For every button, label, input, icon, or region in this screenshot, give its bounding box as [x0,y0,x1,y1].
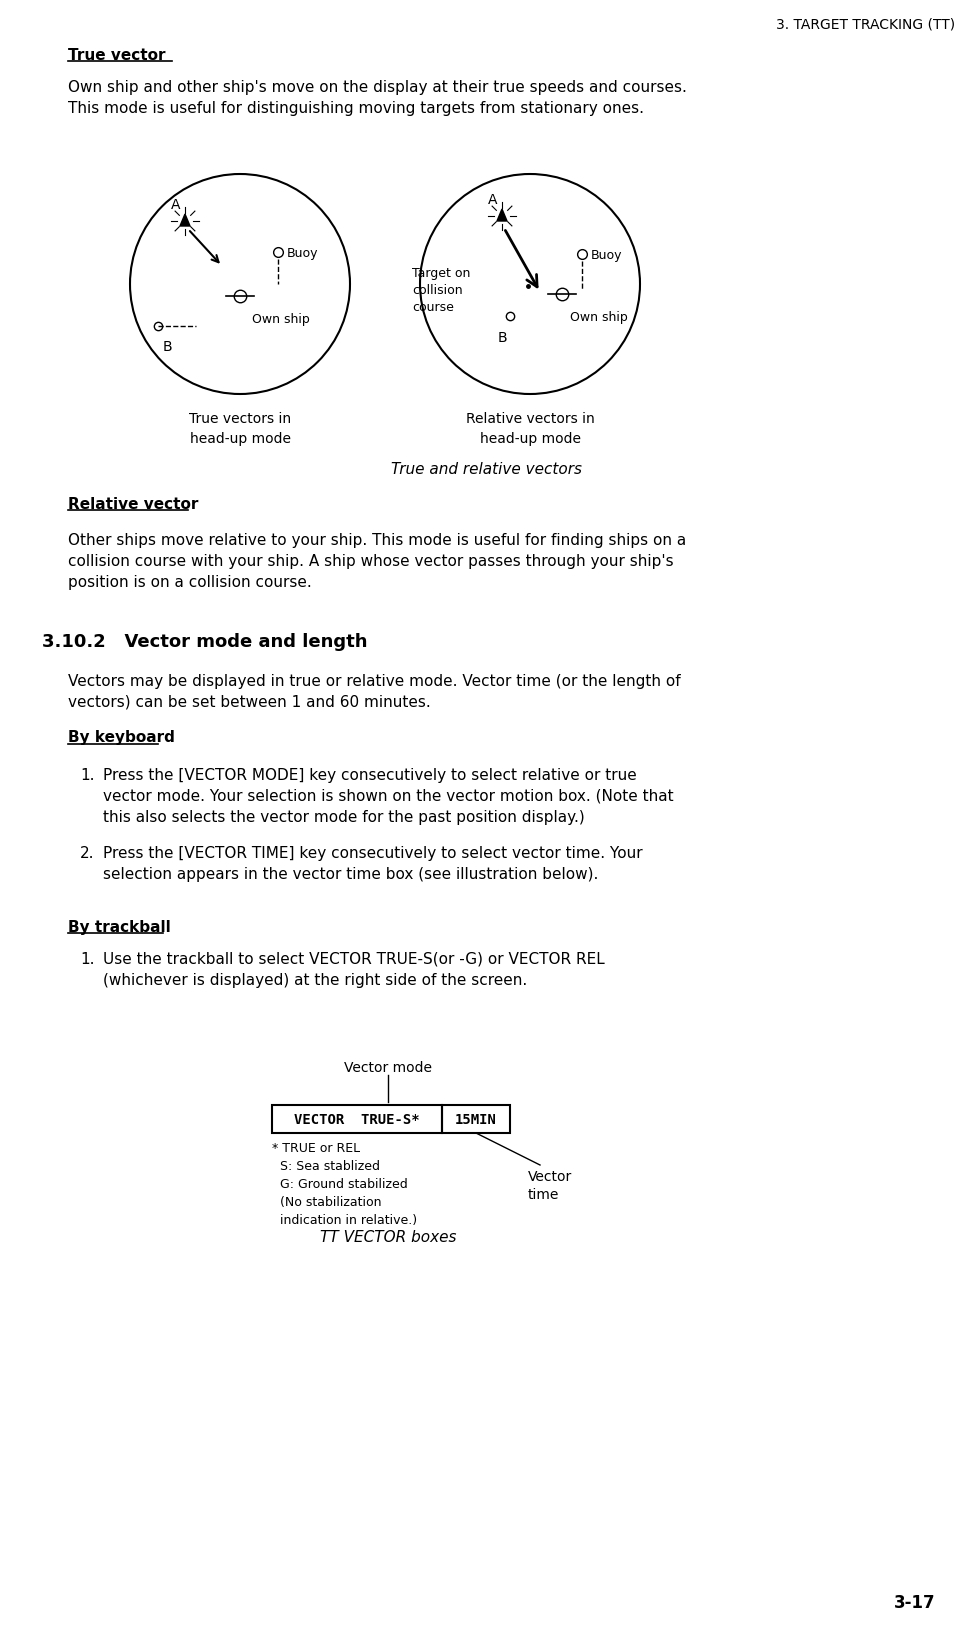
Text: Own ship: Own ship [570,310,628,323]
Text: TT VECTOR boxes: TT VECTOR boxes [320,1229,456,1244]
Text: A: A [171,197,181,212]
Text: Vector mode: Vector mode [344,1061,432,1074]
Text: * TRUE or REL
  S: Sea stablized
  G: Ground stabilized
  (No stabilization
  in: * TRUE or REL S: Sea stablized G: Ground… [272,1141,417,1226]
Text: 15MIN: 15MIN [455,1113,497,1126]
Text: True and relative vectors: True and relative vectors [391,462,581,477]
Text: B: B [163,339,173,354]
Text: 1.: 1. [80,767,94,782]
Text: By keyboard: By keyboard [68,730,175,744]
Text: Vectors may be displayed in true or relative mode. Vector time (or the length of: Vectors may be displayed in true or rela… [68,674,680,710]
Text: VECTOR  TRUE-S*: VECTOR TRUE-S* [295,1113,420,1126]
Text: Press the [VECTOR TIME] key consecutively to select vector time. Your
selection : Press the [VECTOR TIME] key consecutivel… [103,845,642,881]
Polygon shape [497,211,507,222]
Text: Target on
collision
course: Target on collision course [412,268,470,313]
Text: True vector: True vector [68,47,165,64]
Text: 1.: 1. [80,951,94,966]
Text: 3-17: 3-17 [893,1593,935,1611]
Text: Own ship and other ship's move on the display at their true speeds and courses.
: Own ship and other ship's move on the di… [68,80,687,116]
Text: 2.: 2. [80,845,94,860]
Text: B: B [498,331,507,344]
Text: Press the [VECTOR MODE] key consecutively to select relative or true
vector mode: Press the [VECTOR MODE] key consecutivel… [103,767,674,824]
Text: Buoy: Buoy [287,246,319,259]
Text: 3. TARGET TRACKING (TT): 3. TARGET TRACKING (TT) [776,18,955,33]
Text: Vector
time: Vector time [528,1169,573,1201]
Polygon shape [180,215,190,227]
Text: 3.10.2   Vector mode and length: 3.10.2 Vector mode and length [42,633,367,651]
Text: Other ships move relative to your ship. This mode is useful for finding ships on: Other ships move relative to your ship. … [68,532,686,589]
Text: Relative vectors in
head-up mode: Relative vectors in head-up mode [466,411,594,446]
Text: By trackball: By trackball [68,919,171,935]
Text: True vectors in
head-up mode: True vectors in head-up mode [189,411,291,446]
Text: Use the trackball to select VECTOR TRUE-S(or -G) or VECTOR REL
(whichever is dis: Use the trackball to select VECTOR TRUE-… [103,951,605,987]
Text: Relative vector: Relative vector [68,496,198,512]
Text: A: A [488,193,498,207]
Text: Own ship: Own ship [252,313,310,326]
Text: Buoy: Buoy [591,248,622,261]
